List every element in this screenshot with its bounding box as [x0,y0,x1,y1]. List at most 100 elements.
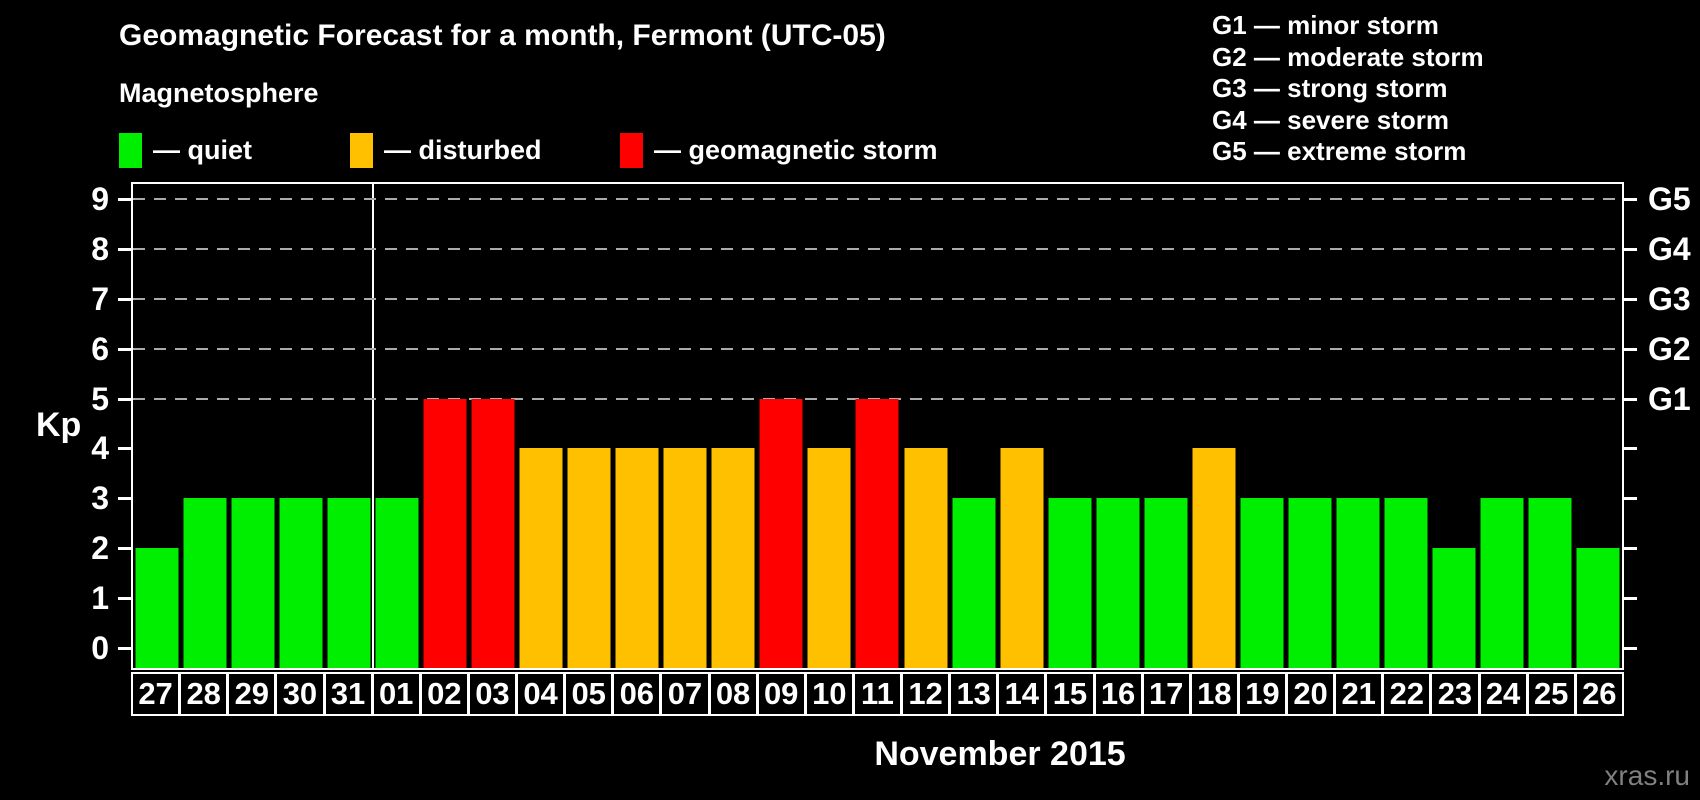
bar-column-day-14 [998,184,1046,668]
magnetosphere-subtitle: Magnetosphere [119,78,319,108]
kp-bar [1480,498,1524,668]
chart-title: Geomagnetic Forecast for a month, Fermon… [119,19,886,52]
kp-axis-label-1: 1 [91,580,109,617]
kp-bar [231,498,275,668]
kp-axis-label-9: 9 [91,180,109,217]
kp-bar [135,548,179,668]
day-label-12: 12 [903,674,949,714]
kp-bar [519,448,563,668]
kp-axis-tick-9 [118,197,131,201]
kp-bar [1288,498,1332,668]
bar-column-day-21 [1334,184,1382,668]
gridline-kp8 [133,247,1622,250]
g-axis-tick-4 [1624,447,1637,451]
bars-container [133,184,1622,668]
kp-bar [807,448,851,668]
g-axis-tick-3 [1624,497,1637,501]
g-axis-tick-5 [1624,397,1637,401]
kp-bar [567,448,611,668]
day-label-24: 24 [1480,674,1526,714]
bar-column-day-28 [181,184,229,668]
kp-bar [1336,498,1380,668]
kp-bar [663,448,707,668]
kp-axis-label-6: 6 [91,330,109,367]
kp-bar [1000,448,1044,668]
kp-bar [423,398,467,668]
day-label-09: 09 [758,674,804,714]
kp-bar [904,448,948,668]
month-boundary-line [372,184,375,668]
day-label-05: 05 [566,674,612,714]
g-axis-label-G1: G1 [1648,380,1691,417]
storm-color-swatch [620,132,643,168]
kp-bar [615,448,659,668]
bar-column-day-06 [613,184,661,668]
watermark: xras.ru [1604,760,1690,791]
kp-bar [1432,548,1476,668]
plot-area [131,182,1624,670]
bar-column-day-01 [373,184,421,668]
g-axis-label-G5: G5 [1648,180,1691,217]
bar-column-day-31 [325,184,373,668]
kp-axis-tick-5 [118,397,131,401]
kp-axis-label-8: 8 [91,230,109,267]
kp-bar [1192,448,1236,668]
kp-axis: 0 1 2 3 4 5 6 7 8 9 [0,180,131,668]
bar-column-day-22 [1382,184,1430,668]
kp-bar [375,498,419,668]
legend-storm-label: — geomagnetic storm [654,134,938,165]
day-label-23: 23 [1432,674,1478,714]
legend-quiet-label: — quiet [153,134,252,165]
bar-column-day-24 [1478,184,1526,668]
kp-bar [327,498,371,668]
day-label-19: 19 [1239,674,1285,714]
day-label-04: 04 [518,674,564,714]
day-label-27: 27 [133,674,179,714]
kp-axis-tick-4 [118,447,131,451]
g-axis-tick-9 [1624,197,1637,201]
day-label-06: 06 [614,674,660,714]
kp-axis-label-0: 0 [91,630,109,666]
g-axis-tick-1 [1624,597,1637,601]
month-label: November 2015 [874,735,1126,773]
day-labels-row: 27 28 29 30 31 01 02 03 04 05 06 07 08 09 10 11 12 13 14 15… [131,672,1624,716]
day-label-17: 17 [1143,674,1189,714]
kp-axis-label-3: 3 [91,480,109,517]
bar-column-day-19 [1238,184,1286,668]
bar-column-day-03 [469,184,517,668]
day-label-26: 26 [1576,674,1622,714]
disturbed-color-swatch [350,132,373,168]
bar-column-day-12 [902,184,950,668]
day-label-11: 11 [854,674,900,714]
day-label-15: 15 [1047,674,1093,714]
day-label-18: 18 [1191,674,1237,714]
bar-column-day-30 [277,184,325,668]
gridline-kp9 [133,197,1622,200]
kp-axis-tick-3 [118,497,131,501]
legend-disturbed-label: — disturbed [384,134,542,165]
kp-bar [1144,498,1188,668]
kp-axis-title: Kp [36,406,82,444]
bar-column-day-07 [661,184,709,668]
kp-bar [855,398,899,668]
g-axis-label-G3: G3 [1648,280,1691,317]
g-axis-tick-6 [1624,347,1637,351]
quiet-color-swatch [119,132,142,168]
legend-item-storm: — geomagnetic storm [620,131,938,169]
bar-column-day-08 [709,184,757,668]
day-label-10: 10 [806,674,852,714]
day-label-03: 03 [469,674,515,714]
bar-column-day-26 [1574,184,1622,668]
gridline-kp7 [133,297,1622,300]
kp-axis-label-2: 2 [91,530,109,567]
gridline-kp6 [133,347,1622,350]
kp-axis-label-7: 7 [91,280,109,317]
kp-bar [1528,498,1572,668]
day-label-31: 31 [325,674,371,714]
bar-column-day-20 [1286,184,1334,668]
g-axis-tick-2 [1624,547,1637,551]
bar-column-day-11 [853,184,901,668]
kp-axis-label-5: 5 [91,380,109,417]
bar-column-day-18 [1190,184,1238,668]
kp-bar [759,398,803,668]
